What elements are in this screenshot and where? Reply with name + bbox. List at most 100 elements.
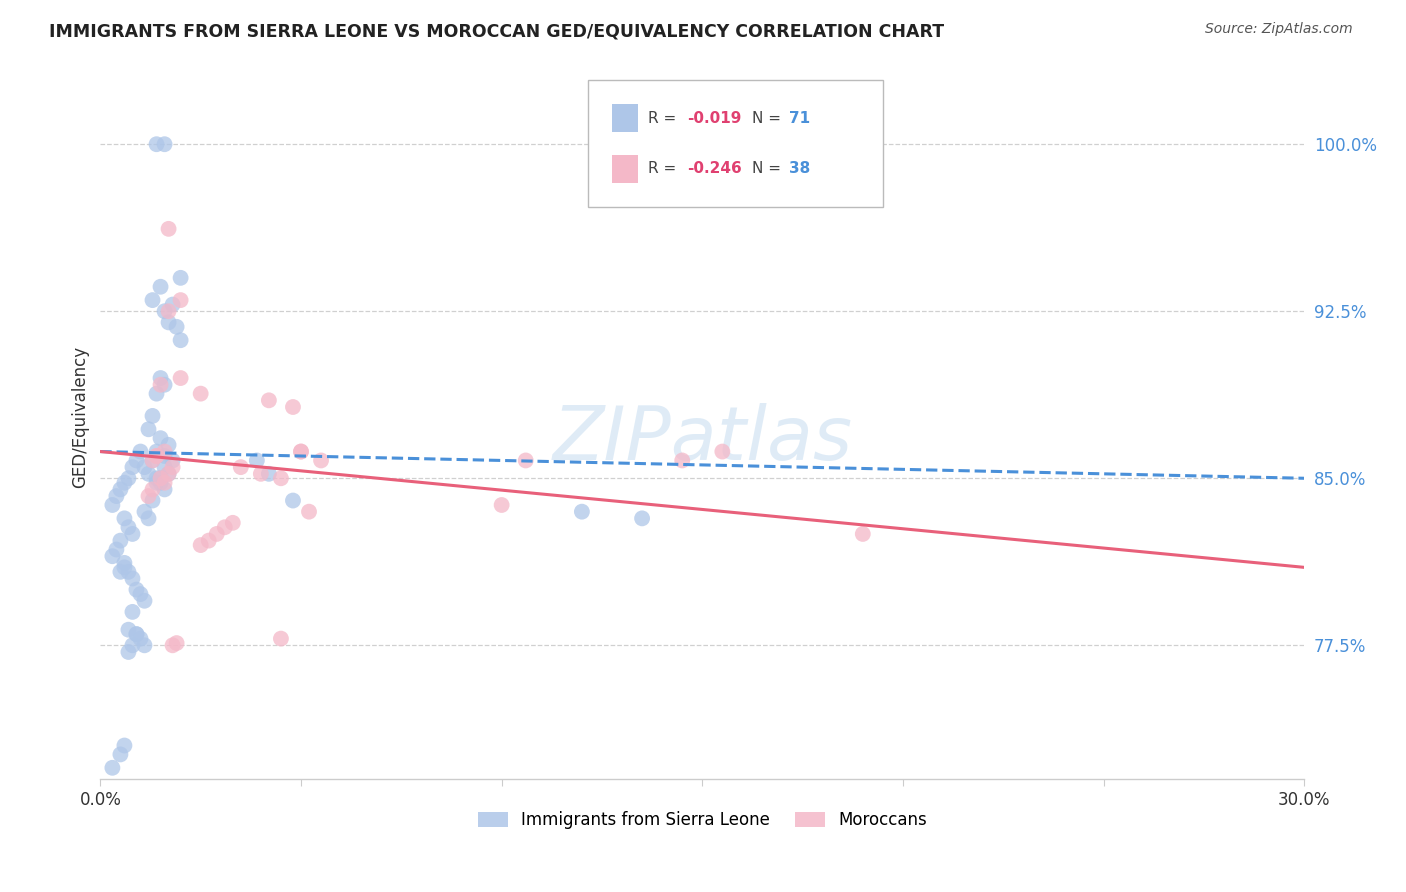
Text: N =: N = [752, 161, 786, 177]
Point [112, 739, 135, 753]
Point [129, 444, 152, 458]
Point [169, 293, 191, 307]
Point [145, 475, 167, 490]
Text: R =: R = [648, 111, 682, 126]
Point [197, 533, 219, 548]
Point [145, 449, 167, 463]
Point [149, 431, 172, 445]
Point [153, 137, 176, 152]
Point [110, 747, 132, 762]
Point [149, 279, 172, 293]
Point [105, 542, 128, 557]
Point [134, 638, 156, 652]
Bar [612, 155, 638, 183]
Point [125, 453, 148, 467]
Point [270, 471, 292, 485]
Legend: Immigrants from Sierra Leone, Moroccans: Immigrants from Sierra Leone, Moroccans [471, 805, 934, 836]
Point [222, 516, 245, 530]
Point [138, 489, 160, 503]
Point [250, 467, 273, 481]
Point [141, 409, 163, 423]
Point [257, 467, 280, 481]
Point [852, 527, 875, 541]
Point [631, 511, 654, 525]
Point [110, 483, 132, 497]
Point [134, 593, 156, 607]
Point [205, 527, 228, 541]
Point [515, 453, 537, 467]
Point [571, 505, 593, 519]
Point [281, 493, 304, 508]
Point [110, 533, 132, 548]
Point [169, 333, 191, 347]
Point [169, 371, 191, 385]
Point [125, 627, 148, 641]
Point [117, 623, 139, 637]
Point [298, 505, 321, 519]
Point [121, 572, 143, 586]
Point [112, 475, 135, 490]
Point [246, 453, 269, 467]
Point [290, 444, 312, 458]
Point [166, 636, 188, 650]
Point [153, 377, 176, 392]
Text: 38: 38 [789, 161, 810, 177]
Point [112, 560, 135, 574]
Point [290, 444, 312, 458]
Point [145, 444, 167, 458]
Point [134, 505, 156, 519]
Point [309, 453, 332, 467]
Point [138, 511, 160, 525]
Point [257, 393, 280, 408]
Bar [612, 104, 638, 132]
Point [153, 444, 176, 458]
Point [157, 222, 180, 236]
Point [153, 449, 176, 463]
Point [145, 471, 167, 485]
Point [117, 520, 139, 534]
Point [157, 304, 180, 318]
Point [157, 438, 180, 452]
Point [141, 453, 163, 467]
Point [121, 460, 143, 475]
Text: R =: R = [648, 161, 682, 177]
Point [149, 475, 172, 490]
Point [162, 460, 184, 475]
Point [671, 453, 693, 467]
Point [169, 270, 191, 285]
Point [145, 386, 167, 401]
Text: -0.246: -0.246 [686, 161, 741, 177]
Point [711, 444, 734, 458]
Point [101, 549, 124, 564]
Point [141, 293, 163, 307]
Point [145, 137, 167, 152]
Point [117, 645, 139, 659]
Text: -0.019: -0.019 [686, 111, 741, 126]
Point [214, 520, 236, 534]
Point [149, 371, 172, 385]
Point [162, 453, 184, 467]
Text: ZIPatlas: ZIPatlas [553, 403, 852, 475]
Point [166, 319, 188, 334]
Point [145, 449, 167, 463]
Point [134, 460, 156, 475]
Point [190, 538, 212, 552]
Point [491, 498, 513, 512]
FancyBboxPatch shape [588, 80, 883, 207]
Point [129, 632, 152, 646]
Point [112, 556, 135, 570]
Point [157, 467, 180, 481]
Point [138, 422, 160, 436]
Text: Source: ZipAtlas.com: Source: ZipAtlas.com [1205, 22, 1353, 37]
Point [101, 761, 124, 775]
Point [157, 467, 180, 481]
Point [105, 489, 128, 503]
Point [141, 493, 163, 508]
Point [121, 527, 143, 541]
Point [125, 582, 148, 597]
Point [149, 471, 172, 485]
Point [229, 460, 252, 475]
Point [117, 565, 139, 579]
Text: 71: 71 [789, 111, 810, 126]
Point [121, 605, 143, 619]
